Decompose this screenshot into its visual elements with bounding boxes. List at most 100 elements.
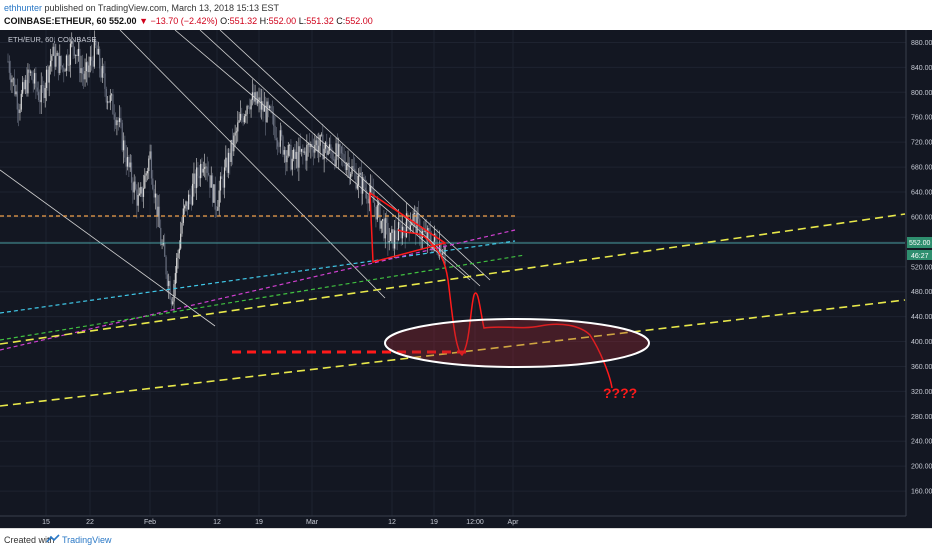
candle-body bbox=[395, 230, 397, 240]
candle-body bbox=[85, 62, 87, 72]
candle-body bbox=[417, 213, 420, 219]
candle-body bbox=[419, 218, 421, 239]
candle-body bbox=[196, 167, 198, 189]
candle-body bbox=[125, 157, 127, 167]
candle-body bbox=[223, 167, 226, 188]
candle-body bbox=[24, 79, 26, 90]
candle-body bbox=[137, 194, 139, 206]
candle-body bbox=[31, 71, 33, 80]
candle-body bbox=[380, 220, 382, 229]
candle-body bbox=[165, 256, 167, 275]
candle-body bbox=[128, 156, 130, 168]
candle-body bbox=[372, 192, 374, 203]
candle-body bbox=[389, 232, 392, 242]
green-trend-line bbox=[0, 254, 526, 341]
y-tick-label: 480.00 bbox=[911, 289, 932, 296]
red-triangle-pattern bbox=[369, 191, 447, 263]
y-tick-label: 160.00 bbox=[911, 489, 932, 496]
candle-body bbox=[283, 150, 285, 155]
candle-body bbox=[91, 56, 93, 61]
candle-body bbox=[76, 54, 78, 57]
candle-body bbox=[331, 150, 333, 160]
candle-body bbox=[360, 172, 362, 194]
candle-body bbox=[352, 166, 354, 169]
candle-body bbox=[25, 79, 28, 94]
candle-body bbox=[409, 225, 412, 231]
candle-body bbox=[18, 109, 20, 114]
candle-body bbox=[43, 85, 45, 99]
price-chart[interactable]: ETH/EUR, 60, COINBASE ???? 880.00840.008… bbox=[0, 30, 932, 528]
candle-body bbox=[202, 168, 204, 173]
candle-body bbox=[214, 184, 216, 210]
candle-body bbox=[130, 162, 133, 183]
candle-body bbox=[281, 130, 283, 137]
candle-body bbox=[83, 73, 85, 80]
candle-body bbox=[350, 173, 352, 178]
candle-body bbox=[28, 69, 30, 73]
candle-body bbox=[320, 134, 323, 136]
candle-body bbox=[67, 55, 69, 66]
candle-body bbox=[185, 201, 187, 206]
candle-body bbox=[230, 139, 232, 162]
candle-body bbox=[15, 91, 17, 95]
price-change: −13.70 (−2.42%) bbox=[150, 16, 218, 26]
candle-body bbox=[288, 144, 291, 146]
candle-body bbox=[346, 164, 348, 171]
candle-body bbox=[27, 69, 29, 94]
tradingview-brand-link[interactable]: TradingView bbox=[62, 535, 112, 545]
candle-body bbox=[107, 101, 109, 103]
candle-body bbox=[302, 149, 304, 153]
cyan-trend-line bbox=[0, 240, 516, 314]
candle-body bbox=[32, 79, 34, 84]
candle-body bbox=[36, 87, 38, 92]
candle-body bbox=[158, 206, 161, 228]
candle-body bbox=[366, 190, 368, 199]
candle-body bbox=[201, 163, 203, 173]
candle-body bbox=[153, 188, 155, 198]
x-tick-label: 12:00 bbox=[466, 519, 484, 526]
candle-body bbox=[104, 73, 106, 89]
channel-line bbox=[174, 30, 471, 281]
tradingview-logo-icon bbox=[46, 534, 60, 543]
candle-body bbox=[304, 151, 307, 161]
candle-body bbox=[334, 159, 336, 166]
y-tick-label: 240.00 bbox=[911, 439, 932, 446]
created-with-text: Created with bbox=[4, 535, 55, 545]
candle-body bbox=[233, 135, 235, 152]
candle-body bbox=[391, 229, 393, 233]
candle-body bbox=[254, 92, 256, 102]
candle-body bbox=[215, 209, 218, 211]
candle-body bbox=[199, 163, 202, 179]
candle-body bbox=[243, 116, 246, 123]
candle-body bbox=[308, 143, 311, 148]
countdown-tag: 46:27 bbox=[911, 253, 929, 260]
candle-body bbox=[425, 229, 428, 241]
candle-body bbox=[198, 175, 200, 179]
candle-body bbox=[318, 145, 320, 153]
candle-body bbox=[219, 176, 222, 191]
y-tick-label: 840.00 bbox=[911, 65, 932, 72]
candle-body bbox=[126, 156, 129, 167]
candle-body bbox=[440, 243, 442, 255]
candle-body bbox=[48, 66, 50, 83]
candle-body bbox=[10, 72, 12, 83]
candle-body bbox=[114, 119, 117, 126]
candle-body bbox=[59, 55, 61, 74]
channel-line bbox=[119, 30, 386, 299]
candle-body bbox=[332, 159, 335, 160]
candle-body bbox=[404, 229, 406, 238]
chart-area[interactable]: ETH/EUR, 60, COINBASE ???? 880.00 840.00 8… bbox=[0, 30, 932, 528]
x-tick-label: 22 bbox=[86, 519, 94, 526]
candle-body bbox=[399, 222, 401, 226]
candle-body bbox=[7, 61, 9, 62]
candle-body bbox=[222, 178, 224, 188]
candle-body bbox=[370, 185, 372, 195]
x-tick-label: Mar bbox=[306, 519, 319, 526]
candle-body bbox=[72, 41, 74, 48]
published-text: published on TradingView.com, March 13, … bbox=[44, 3, 280, 13]
publisher-link[interactable]: ethhunter bbox=[4, 3, 43, 13]
price-tag-box bbox=[907, 237, 932, 248]
chart-symbol-label: ETH/EUR, 60, COINBASE bbox=[8, 35, 96, 44]
candle-body bbox=[12, 78, 14, 80]
candle-body bbox=[375, 206, 377, 220]
